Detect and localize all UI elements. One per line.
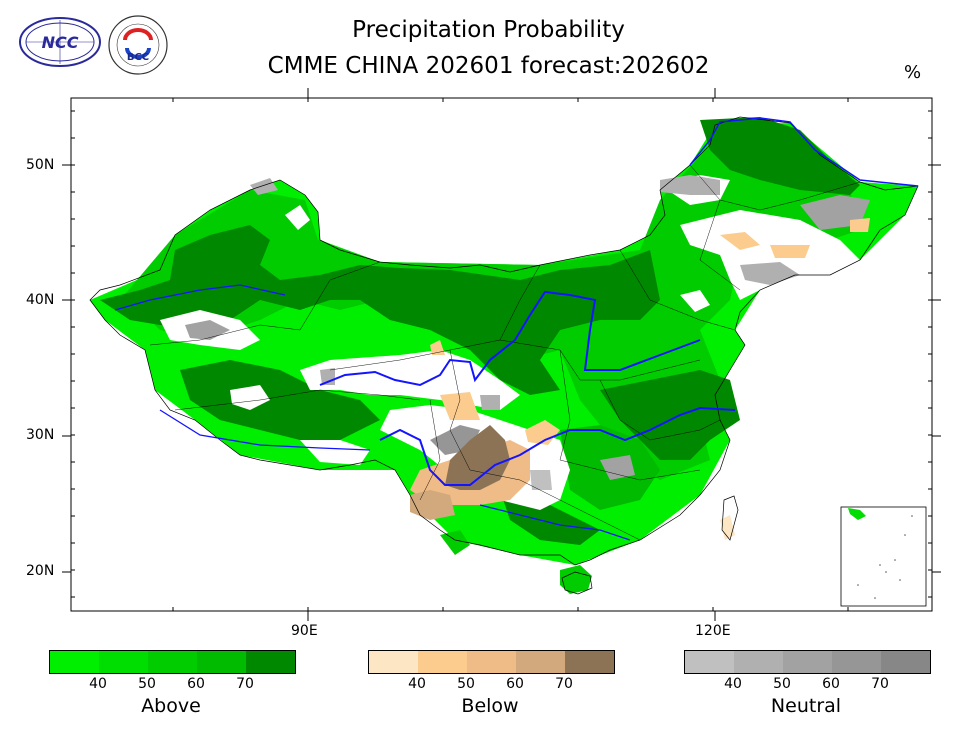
legend-swatch xyxy=(881,651,930,673)
legend-colorbar-neutral xyxy=(684,650,931,674)
legend-tick-label: 70 xyxy=(871,676,889,692)
map-subtitle: CMME CHINA 202601 forecast:202602 xyxy=(267,53,710,79)
legend-title-below: Below xyxy=(461,695,519,717)
taiwan-border xyxy=(721,495,739,541)
yangtze-river xyxy=(379,406,736,486)
tarim-river xyxy=(114,284,286,311)
shade-cell xyxy=(660,175,720,195)
lat-label-20n: 20N xyxy=(26,563,55,579)
map-title: Precipitation Probability xyxy=(352,17,625,43)
legend-tick-label: 50 xyxy=(138,676,156,692)
legend-swatch xyxy=(418,651,467,673)
legend-swatch xyxy=(50,651,99,673)
legend-tick-label: 40 xyxy=(724,676,742,692)
shade-cell xyxy=(600,455,635,480)
legend-tick-label: 50 xyxy=(773,676,791,692)
unit-label: % xyxy=(904,62,922,83)
legend-swatch xyxy=(246,651,295,673)
legend-tick-label: 70 xyxy=(236,676,254,692)
china-border xyxy=(89,116,919,566)
legend-tick-label: 60 xyxy=(822,676,840,692)
shade-cell xyxy=(100,225,660,395)
probability-grid xyxy=(90,117,918,594)
shade-cell xyxy=(720,515,735,540)
legend-tick-label: 40 xyxy=(89,676,107,692)
province-lines xyxy=(149,164,861,541)
legend-title-above: Above xyxy=(141,695,201,717)
svg-text:BCC: BCC xyxy=(127,52,149,63)
legend-swatch xyxy=(685,651,734,673)
shade-cell xyxy=(230,385,270,410)
legend-swatch xyxy=(783,651,832,673)
south-china-sea-inset xyxy=(840,506,927,607)
pearl-river xyxy=(479,504,631,541)
amur-river xyxy=(689,117,919,187)
shade-cell xyxy=(250,178,278,195)
legend-swatch xyxy=(467,651,516,673)
shade-cell xyxy=(560,565,592,594)
legend-swatch xyxy=(148,651,197,673)
shade-cell xyxy=(600,370,740,460)
legend-tick-label: 60 xyxy=(187,676,205,692)
legend-swatch xyxy=(369,651,418,673)
lon-label-90e: 90E xyxy=(291,623,318,639)
legend-title-neutral: Neutral xyxy=(770,695,842,717)
legend-swatch xyxy=(832,651,881,673)
shade-cell xyxy=(680,210,860,300)
shade-cell xyxy=(525,420,560,445)
rivers xyxy=(114,117,919,541)
yarlung-river xyxy=(159,409,371,451)
shade-cell xyxy=(440,392,480,420)
yellow-river xyxy=(319,290,701,387)
hainan-border xyxy=(561,571,593,595)
shade-cell xyxy=(850,218,870,232)
shade-cell xyxy=(680,290,710,312)
legend-swatch xyxy=(197,651,246,673)
legend-tick-label: 40 xyxy=(408,676,426,692)
shade-cell xyxy=(180,360,380,440)
shade-cell xyxy=(720,232,760,250)
shade-cell xyxy=(185,320,230,340)
shade-cell xyxy=(530,470,552,490)
shade-cell xyxy=(700,117,860,195)
shade-cell xyxy=(285,205,310,230)
shade-cell xyxy=(445,425,510,490)
legend-colorbar-above xyxy=(49,650,296,674)
legend-colorbar-below xyxy=(368,650,615,674)
lat-label-50n: 50N xyxy=(26,157,55,173)
legend-tick-label: 50 xyxy=(457,676,475,692)
shade-cell xyxy=(770,245,810,258)
legend-swatch xyxy=(734,651,783,673)
svg-text:NCC: NCC xyxy=(42,33,79,52)
lat-label-30n: 30N xyxy=(26,427,55,443)
legend-tick-label: 70 xyxy=(555,676,573,692)
shade-cell xyxy=(480,395,500,410)
legend-tick-label: 60 xyxy=(506,676,524,692)
shade-cell xyxy=(300,440,370,465)
lat-label-40n: 40N xyxy=(26,292,55,308)
legend-area: 40 50 60 70 Above 40 50 60 70 Below 40 50 60 70 Neutra… xyxy=(0,645,977,729)
shade-cell xyxy=(440,530,470,555)
bcc-logo: BCC xyxy=(107,14,169,76)
shade-cell xyxy=(430,340,445,355)
legend-swatch xyxy=(516,651,565,673)
axis-ticks xyxy=(62,88,941,621)
legend-swatch xyxy=(99,651,148,673)
ncc-logo: NCC xyxy=(18,16,102,68)
legend-swatch xyxy=(565,651,614,673)
lon-label-120e: 120E xyxy=(695,623,731,639)
